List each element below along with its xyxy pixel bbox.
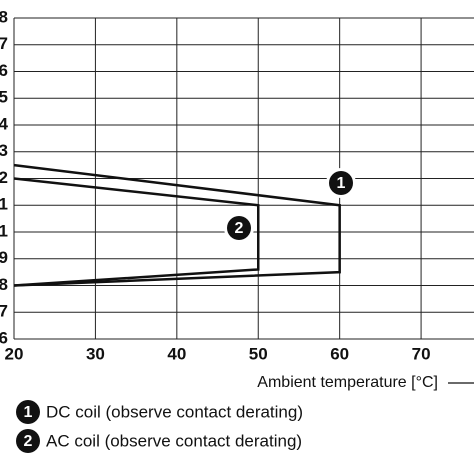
y-tick-label: 0.7 bbox=[0, 302, 8, 321]
x-tick-label: 70 bbox=[412, 344, 431, 363]
marker-label: 2 bbox=[235, 220, 244, 237]
x-tick-label: 20 bbox=[5, 344, 24, 363]
y-tick-label: 1.3 bbox=[0, 141, 8, 160]
y-tick-label: 1.7 bbox=[0, 34, 8, 53]
y-tick-label: 0.9 bbox=[0, 248, 8, 267]
y-tick-label: 0.6 bbox=[0, 328, 8, 347]
x-tick-label: 30 bbox=[86, 344, 105, 363]
x-axis-label: Ambient temperature [°C] bbox=[257, 374, 438, 391]
y-tick-label: 1.5 bbox=[0, 88, 8, 107]
y-tick-label: 1.6 bbox=[0, 61, 8, 80]
x-tick-label: 40 bbox=[167, 344, 186, 363]
marker-label: 1 bbox=[24, 404, 33, 421]
y-tick-label: 0.8 bbox=[0, 275, 8, 294]
legend-label: AC coil (observe contact derating) bbox=[46, 431, 302, 450]
y-tick-label: 1.1 bbox=[0, 195, 8, 214]
marker-badge bbox=[16, 429, 40, 453]
series-line bbox=[13, 177, 260, 287]
y-tick-label: 1.8 bbox=[0, 7, 8, 26]
marker-badge bbox=[329, 171, 353, 195]
y-tick-label: 1.4 bbox=[0, 114, 9, 133]
y-tick-label: 1 bbox=[0, 221, 8, 240]
x-tick-label: 50 bbox=[249, 344, 268, 363]
marker-badge bbox=[16, 400, 40, 424]
y-tick-label: 1.2 bbox=[0, 168, 8, 187]
legend-label: DC coil (observe contact derating) bbox=[46, 402, 303, 421]
marker-badge bbox=[227, 216, 251, 240]
series-line bbox=[13, 163, 341, 287]
marker-label: 1 bbox=[337, 175, 346, 192]
marker-label: 2 bbox=[24, 433, 33, 450]
x-tick-label: 60 bbox=[330, 344, 349, 363]
